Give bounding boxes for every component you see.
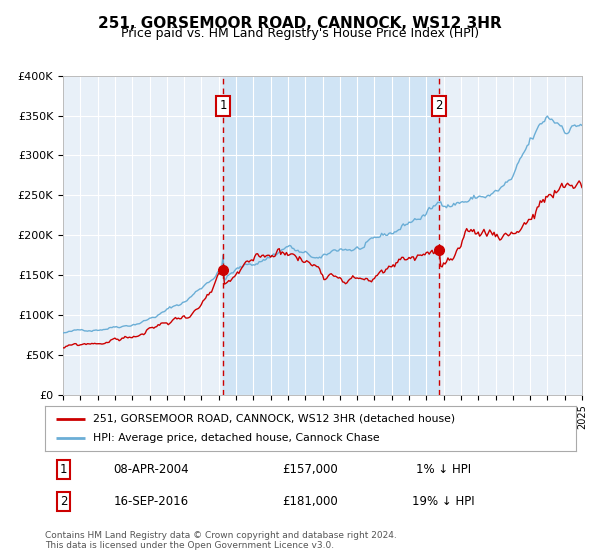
Bar — [223, 76, 439, 395]
Text: 251, GORSEMOOR ROAD, CANNOCK, WS12 3HR (detached house): 251, GORSEMOOR ROAD, CANNOCK, WS12 3HR (… — [93, 413, 455, 423]
Text: 16-SEP-2016: 16-SEP-2016 — [113, 495, 189, 508]
Text: Contains HM Land Registry data © Crown copyright and database right 2024.
This d: Contains HM Land Registry data © Crown c… — [45, 531, 397, 550]
Text: Price paid vs. HM Land Registry's House Price Index (HPI): Price paid vs. HM Land Registry's House … — [121, 27, 479, 40]
Text: 1: 1 — [220, 100, 227, 113]
Text: 1: 1 — [60, 463, 67, 477]
Text: £157,000: £157,000 — [283, 463, 338, 477]
Text: 2: 2 — [435, 100, 442, 113]
Text: 08-APR-2004: 08-APR-2004 — [113, 463, 189, 477]
Text: £181,000: £181,000 — [283, 495, 338, 508]
Text: 251, GORSEMOOR ROAD, CANNOCK, WS12 3HR: 251, GORSEMOOR ROAD, CANNOCK, WS12 3HR — [98, 16, 502, 31]
Text: 1% ↓ HPI: 1% ↓ HPI — [416, 463, 471, 477]
Text: 19% ↓ HPI: 19% ↓ HPI — [412, 495, 475, 508]
Text: 2: 2 — [60, 495, 67, 508]
Text: HPI: Average price, detached house, Cannock Chase: HPI: Average price, detached house, Cann… — [93, 433, 379, 444]
